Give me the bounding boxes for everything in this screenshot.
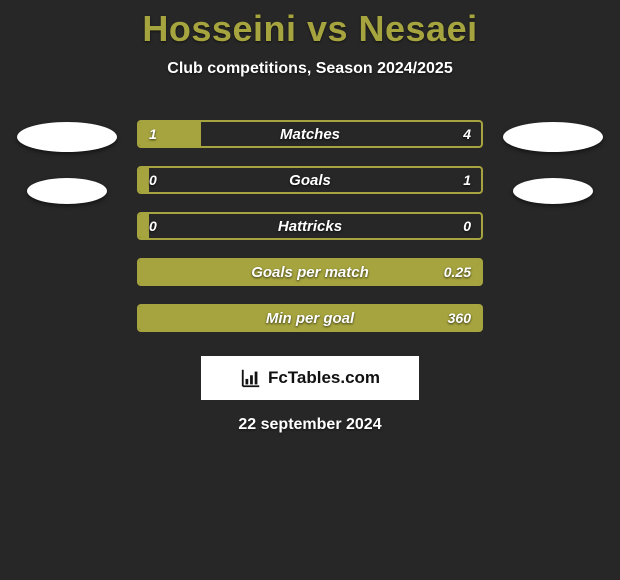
right-player-avatar-2 — [513, 178, 593, 204]
watermark-box: FcTables.com — [201, 356, 419, 400]
bar-value-right: 1 — [463, 168, 471, 192]
bar-value-right: 0.25 — [444, 260, 471, 284]
main-container: Hosseini vs Nesaei Club competitions, Se… — [0, 0, 620, 434]
stat-bar-matches: 1 Matches 4 — [137, 120, 483, 148]
bar-label: Hattricks — [139, 214, 481, 238]
stat-bar-goals: 0 Goals 1 — [137, 166, 483, 194]
bar-label: Goals per match — [139, 260, 481, 284]
stat-bar-hattricks: 0 Hattricks 0 — [137, 212, 483, 240]
left-player-avatar-2 — [27, 178, 107, 204]
bar-label: Matches — [139, 122, 481, 146]
right-avatars — [503, 120, 603, 204]
bar-chart-icon — [240, 367, 262, 389]
stat-bar-goals-per-match: Goals per match 0.25 — [137, 258, 483, 286]
left-player-avatar-1 — [17, 122, 117, 152]
bar-label: Min per goal — [139, 306, 481, 330]
stat-bar-min-per-goal: Min per goal 360 — [137, 304, 483, 332]
page-subtitle: Club competitions, Season 2024/2025 — [167, 60, 452, 78]
left-avatars — [17, 120, 117, 204]
bar-label: Goals — [139, 168, 481, 192]
bar-value-right: 360 — [448, 306, 471, 330]
right-player-avatar-1 — [503, 122, 603, 152]
bar-value-right: 4 — [463, 122, 471, 146]
bar-value-right: 0 — [463, 214, 471, 238]
date-text: 22 september 2024 — [238, 416, 381, 434]
stat-bars: 1 Matches 4 0 Goals 1 0 Hattricks 0 Goal… — [137, 120, 483, 332]
watermark-text: FcTables.com — [268, 368, 380, 388]
page-title: Hosseini vs Nesaei — [142, 8, 477, 50]
comparison-area: 1 Matches 4 0 Goals 1 0 Hattricks 0 Goal… — [0, 120, 620, 332]
